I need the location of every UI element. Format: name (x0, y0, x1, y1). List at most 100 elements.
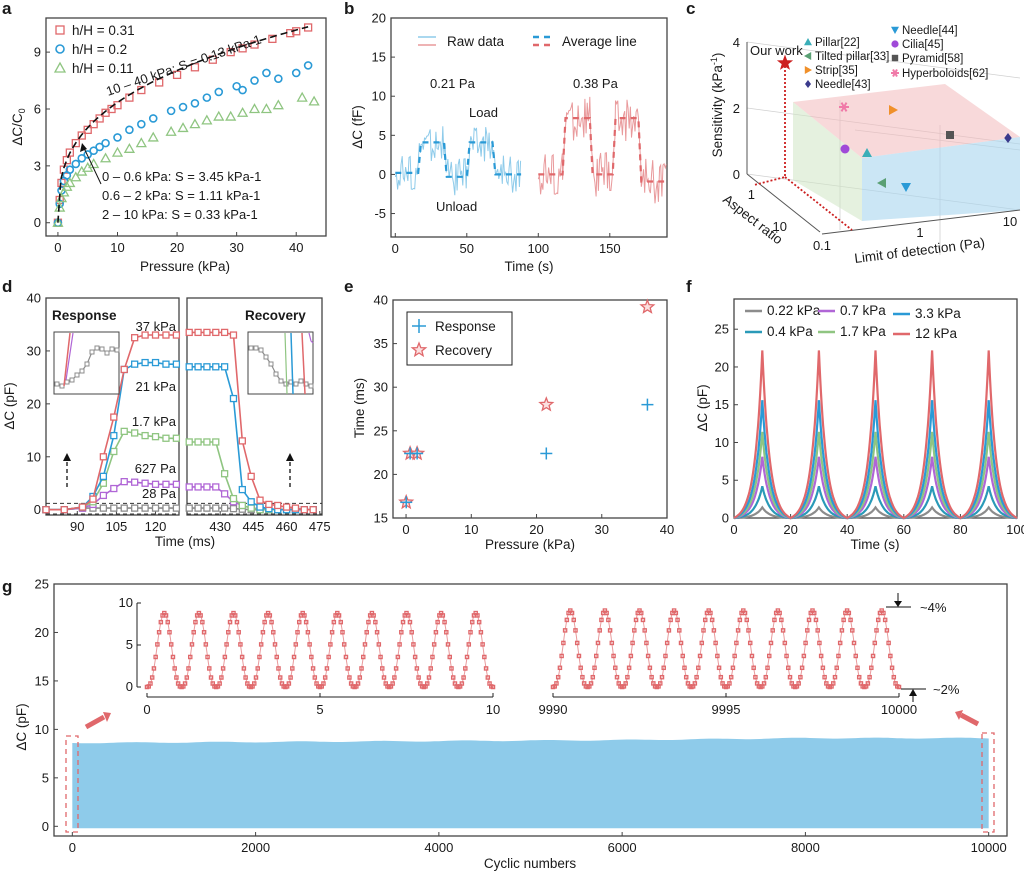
panel-d-marker (203, 438, 211, 446)
panel-g-inset-start-marker (447, 654, 452, 660)
panel-g-inset-end-marker (891, 674, 897, 680)
panel-g-frame (53, 583, 1008, 837)
panel-d-inset-marker (298, 378, 304, 384)
asterisk-stroke (840, 102, 848, 112)
panel-g-inset-start-marker (483, 666, 489, 671)
panel-g-inset-end-marker (856, 674, 862, 680)
panel-d-marker (42, 506, 50, 514)
panel-g-inset-start-marker (366, 619, 371, 625)
panel-g-inset-end-marker (625, 674, 630, 680)
panel-g-inset-start-marker (207, 666, 212, 671)
panel-d-marker (110, 484, 118, 493)
panel-g-inset-end-marker (772, 617, 777, 623)
legend-label-3: Needle[43] (815, 79, 871, 91)
panel-d-marker (151, 331, 160, 339)
panel-g-inset-start-marker (217, 681, 222, 686)
panel-g-inset-start-marker (468, 629, 473, 635)
panel-g-inset-start-marker (360, 654, 366, 660)
panel-b-y-tick-label: 15 (372, 50, 386, 65)
panel-g-inset-end-marker (694, 674, 699, 680)
panel-d-marker (141, 431, 149, 440)
panel-f-y-tick-label: 25 (715, 322, 729, 337)
panel-g-inset-start-marker (411, 642, 416, 647)
panel-d-marker (194, 504, 202, 512)
panel-d-label-37kpa: 37 kPa (136, 319, 177, 334)
panel-a-point-2 (272, 99, 284, 110)
panel-g-inset-start-marker (267, 613, 273, 618)
panel-d-inset-marker (64, 379, 70, 385)
legend-marker-2 (53, 61, 67, 73)
panel-g-inset-end-marker (884, 628, 890, 633)
panel-g-inset-end-marker (663, 653, 668, 659)
panel-c-point (839, 102, 849, 112)
legend-marker-1 (55, 44, 65, 54)
panel-d-arrow-right (286, 453, 294, 487)
panel-g-inset-start-marker (291, 654, 297, 660)
panel-g-inset-start-marker (378, 654, 383, 660)
panel-g-inset-start-marker (395, 654, 401, 660)
panel-g-inset-end-marker (820, 665, 826, 671)
panel-g-inset-end-marker (855, 665, 860, 671)
panel-d-marker (247, 498, 255, 506)
panel-g-inset-end-marker (886, 640, 891, 646)
panel-g-inset-end-marker (630, 640, 635, 646)
panel-g-inset-start-marker (450, 675, 456, 680)
panel-a-point-1 (190, 99, 200, 108)
panel-g-y-tick-label: 0 (42, 819, 49, 834)
panel-f-ylabel: ΔC (pF) (695, 384, 710, 431)
panel-c-point (889, 105, 898, 115)
panel-g-inset-end-marker (678, 640, 684, 646)
panel-g-inset-start-marker (445, 642, 451, 647)
panel-c-z-tick-label: 0 (733, 167, 740, 182)
panel-f-x-tick-label: 80 (953, 522, 967, 537)
panel-g-inset-end-marker (713, 640, 718, 646)
panel-d-marker (162, 504, 170, 512)
panel-g-inset-start-marker (208, 675, 214, 680)
panel-d-chart: 0 10 20 30 40 90 105 120 430 445 460 475 Response R… (2, 291, 331, 550)
panel-d-marker (60, 506, 68, 514)
panel-a-point-2 (225, 110, 237, 121)
panel-g-inset-start-marker (239, 654, 245, 660)
panel-g-inset-end-marker (851, 640, 857, 646)
panel-c-zlabel: Sensitivity (kPa-1) (709, 53, 725, 158)
panel-a-point-1 (125, 125, 134, 135)
panel-d-marker (110, 447, 118, 456)
panel-e-x-tick-label: 30 (595, 522, 609, 537)
panel-g-inset-end-marker (644, 640, 649, 646)
panel-d-marker (131, 478, 139, 486)
panel-d-marker (99, 491, 108, 500)
panel-g-inset-start-marker (329, 629, 335, 635)
legend-marker-plus-icon (412, 319, 426, 333)
panel-g-inset-start-marker (182, 681, 188, 686)
panel-d-marker (151, 480, 160, 488)
panel-d-right-frame (186, 297, 323, 516)
panel-g-inset-end-marker (718, 674, 724, 680)
panel-a-chart: 0 10 20 30 40 0 3 6 9 Pressure (kPa) ΔC/C0 h/H =… (10, 17, 327, 274)
panel-d-inset-left-red (63, 332, 71, 387)
panel-b-avg-038 (538, 117, 667, 183)
panel-d-inset-marker (273, 371, 279, 377)
panel-g-inset-start-marker (243, 675, 248, 680)
panel-b-annotation-021: 0.21 Pa (430, 76, 476, 91)
legend-label-5: Cilia[45] (902, 39, 944, 51)
panel-e-response-point (641, 398, 654, 411)
panel-g-inset-start-marker (151, 666, 157, 671)
panel-a-point-1 (71, 159, 81, 169)
panel-d-inset-marker (89, 349, 95, 355)
panel-g-inset-start-marker (331, 619, 337, 625)
panel-g-inset-end-marker (708, 610, 713, 616)
panel-g-inset-end-marker (701, 628, 706, 633)
panel-d-inset-marker (308, 383, 314, 389)
panel-a-point-0 (250, 40, 259, 49)
panel-g-inset-end-marker (664, 640, 670, 646)
panel-d-marker (120, 427, 128, 436)
panel-g-inset-end-marker (632, 628, 637, 633)
panel-g-inset-start-marker (252, 681, 257, 686)
panel-g-inset-end-marker (869, 665, 874, 671)
panel-c-x-tick-label: 1 (916, 225, 923, 240)
panel-a-x-tick-label: 0 (54, 240, 61, 255)
panel-d-inset-marker (54, 381, 60, 387)
panel-d-y-tick-label: 20 (27, 396, 41, 411)
panel-g-inset-end-marker (867, 674, 872, 680)
